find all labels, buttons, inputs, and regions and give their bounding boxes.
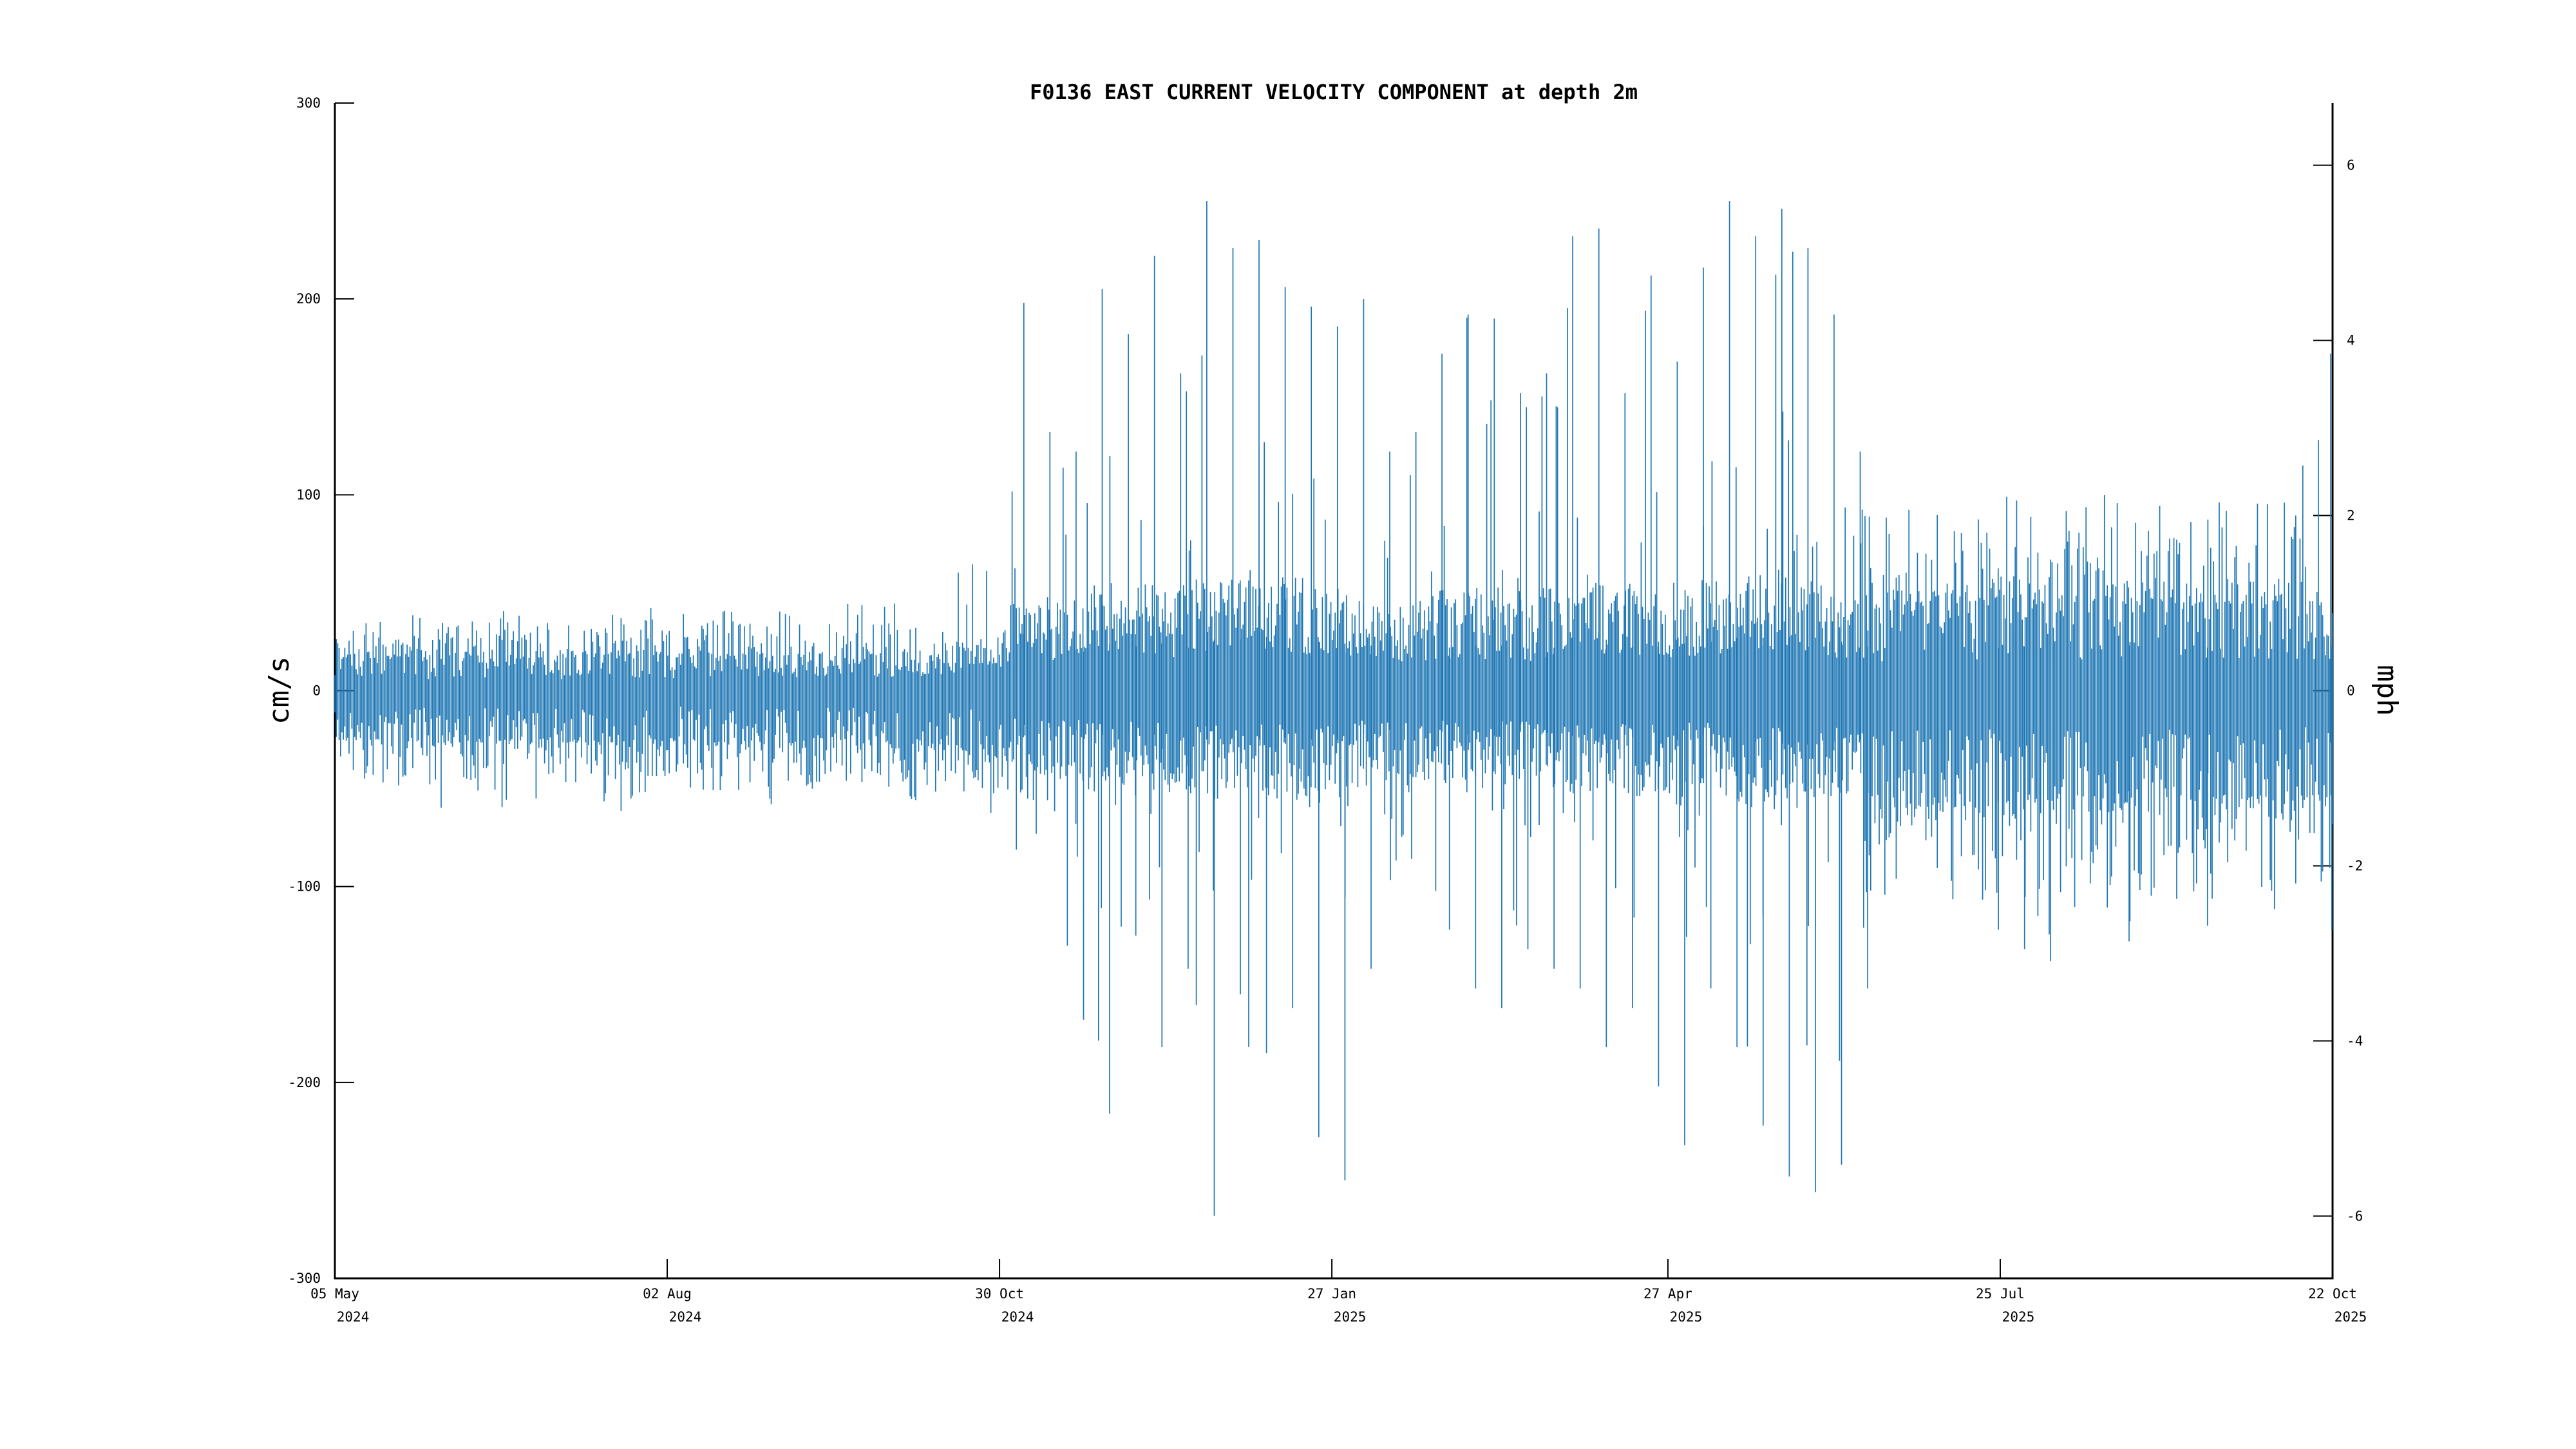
x-tick-label-date: 22 Oct — [2308, 1286, 2357, 1302]
x-tick-label-date: 27 Jan — [1307, 1286, 1356, 1302]
chart-title: F0136 EAST CURRENT VELOCITY COMPONENT at… — [1030, 80, 1638, 104]
right-tick-label: 6 — [2347, 158, 2355, 173]
left-tick-label: 300 — [296, 95, 321, 111]
left-tick-label: -100 — [288, 879, 321, 895]
left-tick-label: -200 — [288, 1075, 321, 1090]
left-axis-label: cm/s — [263, 656, 296, 724]
x-tick-label-year: 2025 — [2334, 1309, 2367, 1325]
x-tick-label-date: 05 May — [310, 1286, 359, 1302]
x-tick-label-year: 2025 — [1670, 1309, 1703, 1325]
x-tick-label-year: 2024 — [669, 1309, 702, 1325]
right-tick-label: 2 — [2347, 508, 2355, 524]
x-tick-label-year: 2024 — [337, 1309, 370, 1325]
right-tick-label: -2 — [2347, 858, 2363, 873]
x-tick-label-year: 2024 — [1001, 1309, 1034, 1325]
left-tick-label: -300 — [288, 1271, 321, 1286]
x-tick-label-date: 30 Oct — [975, 1286, 1024, 1302]
right-axis-label: mph — [2371, 665, 2403, 715]
right-tick-label: -4 — [2347, 1033, 2363, 1048]
left-tick-label: 200 — [296, 291, 321, 307]
right-tick-label: 4 — [2347, 333, 2355, 348]
left-tick-label: 100 — [296, 487, 321, 502]
left-tick-label: 0 — [312, 683, 321, 699]
x-tick-label-date: 02 Aug — [643, 1286, 692, 1302]
right-tick-label: -6 — [2347, 1208, 2363, 1224]
x-tick-label-year: 2025 — [1334, 1309, 1367, 1325]
x-tick-label-year: 2025 — [2002, 1309, 2035, 1325]
x-tick-label-date: 27 Apr — [1643, 1286, 1692, 1302]
right-tick-label: 0 — [2347, 683, 2355, 699]
velocity-series-line — [334, 201, 2333, 1216]
x-axis-ticks: 05 May 2024 02 Aug 2024 30 Oct 2024 27 Jan 2025… — [310, 1259, 2367, 1325]
x-tick-label-date: 25 Jul — [1976, 1286, 2025, 1302]
